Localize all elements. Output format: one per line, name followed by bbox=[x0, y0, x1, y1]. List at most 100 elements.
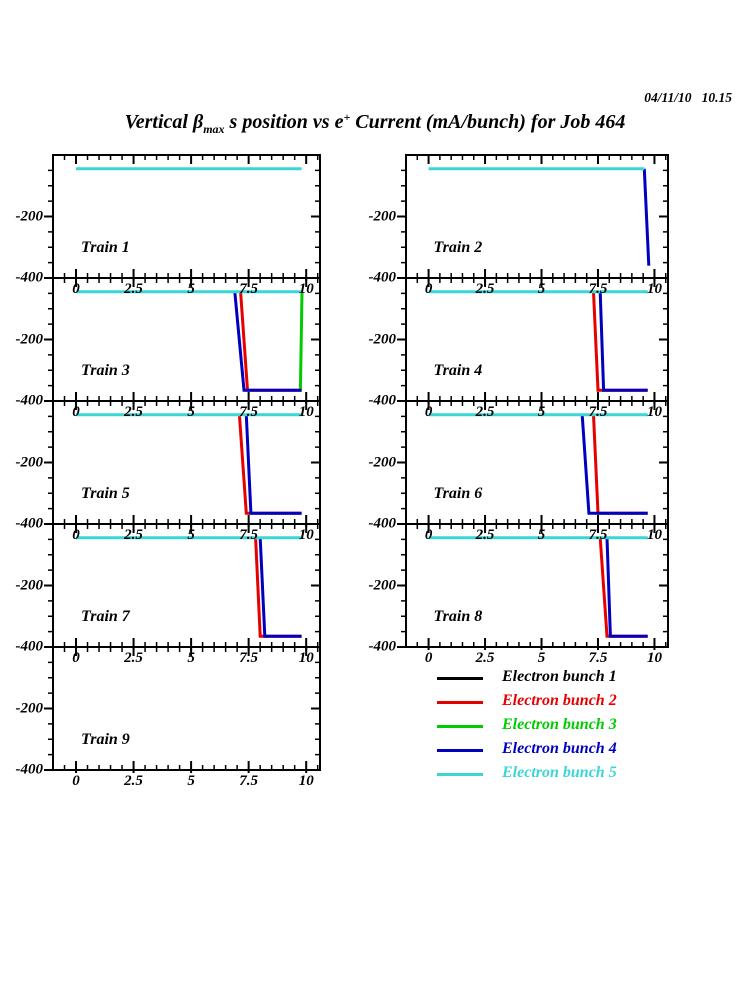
y-tick-label: -400 bbox=[368, 269, 397, 286]
y-tick-label: -200 bbox=[15, 331, 44, 347]
y-ticks bbox=[44, 538, 320, 648]
y-tick-label: -200 bbox=[368, 454, 397, 470]
electron-bunch-4-line bbox=[580, 414, 648, 515]
x-tick-label: 2.5 bbox=[124, 404, 143, 420]
legend-line-sample bbox=[437, 677, 483, 680]
x-ticks bbox=[63, 155, 319, 281]
legend-label: Electron bunch 4 bbox=[502, 740, 617, 757]
electron-bunch-4-line bbox=[642, 168, 651, 266]
x-tick-label: 7.5 bbox=[588, 527, 608, 543]
title-part-1: Vertical β bbox=[124, 111, 204, 133]
electron-bunch-2-line bbox=[239, 291, 302, 392]
x-tick-label: 0 bbox=[72, 773, 80, 789]
x-tick-label: 7.5 bbox=[588, 404, 608, 420]
x-tick-label: 10 bbox=[298, 404, 314, 420]
electron-bunch-4-line bbox=[598, 291, 648, 392]
x-tick-label: 0 bbox=[424, 650, 433, 666]
title-superscript: + bbox=[343, 110, 351, 124]
train-2-panel: Train 2 0 2.5 5 7.5 10 -200 -400 bbox=[369, 154, 669, 297]
electron-bunch-3-line bbox=[298, 291, 304, 391]
x-ticks bbox=[416, 524, 667, 650]
x-tick-label: 7.5 bbox=[588, 281, 608, 297]
y-tick-label: -200 bbox=[15, 454, 44, 470]
legend-line-sample bbox=[437, 773, 483, 776]
x-tick-label: 7.5 bbox=[239, 773, 259, 789]
electron-bunch-2-line bbox=[592, 414, 648, 515]
x-tick-label: 10 bbox=[298, 281, 314, 297]
train-label: Train 6 bbox=[433, 484, 483, 502]
train-1-panel: Train 1 0 2.5 5 7.5 10 -200 -400 bbox=[16, 154, 321, 297]
train-8-plot bbox=[397, 523, 669, 650]
x-tick-label: 5 bbox=[537, 527, 546, 543]
train-label: Train 7 bbox=[81, 607, 130, 625]
y-tick-label: -400 bbox=[15, 761, 44, 778]
y-tick-label: -400 bbox=[15, 515, 44, 532]
train-label: Train 2 bbox=[433, 238, 483, 256]
x-tick-label: 2.5 bbox=[124, 281, 143, 297]
x-tick-label: 2.5 bbox=[124, 773, 143, 789]
train-9-panel: Train 9 0 2.5 5 7.5 10 -200 -400 bbox=[16, 646, 321, 789]
legend-label: Electron bunch 2 bbox=[502, 692, 617, 709]
y-ticks bbox=[44, 169, 320, 279]
electron-bunch-4-line bbox=[605, 537, 648, 638]
y-tick-label: -200 bbox=[368, 208, 397, 224]
train-2-plot bbox=[397, 154, 669, 281]
x-tick-label: 7.5 bbox=[588, 650, 608, 666]
x-tick-label: 5 bbox=[187, 650, 195, 666]
y-tick-label: -200 bbox=[15, 700, 44, 716]
train-4-plot bbox=[397, 277, 669, 404]
y-tick-label: -400 bbox=[368, 638, 397, 655]
legend-item: Electron bunch 4 bbox=[437, 738, 697, 762]
x-tick-label: 0 bbox=[72, 650, 80, 666]
x-ticks bbox=[63, 524, 319, 650]
x-tick-label: 2.5 bbox=[124, 527, 143, 543]
x-tick-label: 7.5 bbox=[239, 404, 259, 420]
x-tick-label: 10 bbox=[646, 527, 662, 543]
x-tick-label: 2.5 bbox=[475, 527, 495, 543]
y-tick-label: -400 bbox=[15, 392, 44, 409]
y-tick-label: -200 bbox=[368, 331, 397, 347]
legend-line-sample bbox=[437, 749, 483, 752]
legend-label: Electron bunch 3 bbox=[502, 716, 617, 733]
x-tick-label: 7.5 bbox=[239, 281, 259, 297]
legend-item: Electron bunch 2 bbox=[437, 690, 697, 714]
timestamp: 04/11/10 10.15 bbox=[644, 90, 732, 105]
y-ticks bbox=[44, 415, 320, 525]
x-tick-label: 5 bbox=[187, 281, 195, 297]
x-tick-label: 2.5 bbox=[475, 650, 495, 666]
electron-bunch-4-line bbox=[244, 414, 302, 515]
x-tick-label: 10 bbox=[298, 650, 314, 666]
train-label: Train 8 bbox=[433, 607, 483, 625]
x-tick-label: 0 bbox=[424, 527, 433, 543]
train-label: Train 4 bbox=[433, 361, 483, 379]
x-tick-label: 5 bbox=[537, 404, 546, 420]
x-ticks bbox=[416, 155, 667, 281]
x-tick-label: 0 bbox=[72, 527, 80, 543]
train-label: Train 5 bbox=[81, 484, 130, 502]
x-tick-label: 5 bbox=[187, 527, 195, 543]
train-1-plot bbox=[44, 154, 321, 281]
x-tick-label: 0 bbox=[424, 281, 433, 297]
y-ticks bbox=[44, 292, 320, 402]
x-tick-label: 7.5 bbox=[239, 527, 259, 543]
x-tick-label: 10 bbox=[646, 281, 662, 297]
x-tick-label: 10 bbox=[298, 773, 314, 789]
x-ticks bbox=[63, 278, 319, 404]
x-tick-label: 0 bbox=[424, 404, 433, 420]
x-tick-label: 7.5 bbox=[239, 650, 259, 666]
legend-item: Electron bunch 3 bbox=[437, 714, 697, 738]
legend: Electron bunch 1 Electron bunch 2 Electron… bbox=[437, 666, 697, 796]
y-ticks bbox=[397, 415, 668, 525]
x-tick-label: 2.5 bbox=[475, 281, 495, 297]
electron-bunch-4-line bbox=[258, 537, 302, 638]
train-6-panel: Train 6 0 2.5 5 7.5 10 -200 -400 bbox=[369, 400, 669, 543]
y-tick-label: -400 bbox=[15, 638, 44, 655]
x-tick-label: 5 bbox=[537, 650, 546, 666]
legend-line-sample bbox=[437, 701, 483, 704]
train-label: Train 3 bbox=[81, 361, 130, 379]
x-tick-label: 2.5 bbox=[124, 650, 143, 666]
y-tick-label: -200 bbox=[368, 577, 397, 593]
page-title: Vertical βmax s position vs e+ Current (… bbox=[0, 110, 750, 137]
title-part-3: Current (mA/bunch) for Job 464 bbox=[350, 111, 626, 133]
